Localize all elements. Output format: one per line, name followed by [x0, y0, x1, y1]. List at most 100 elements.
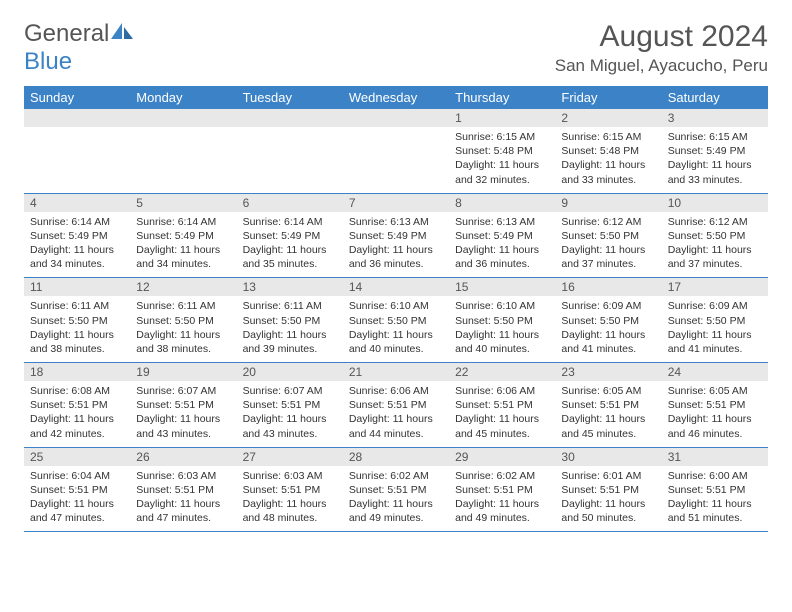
logo: GeneralBlue — [24, 20, 135, 76]
sunset-text: Sunset: 5:49 PM — [668, 144, 762, 158]
day-body: Sunrise: 6:08 AMSunset: 5:51 PMDaylight:… — [24, 381, 130, 447]
sunset-text: Sunset: 5:50 PM — [668, 314, 762, 328]
sunrise-text: Sunrise: 6:09 AM — [561, 299, 655, 313]
sunrise-text: Sunrise: 6:02 AM — [349, 469, 443, 483]
day-number: 9 — [555, 194, 661, 212]
day-body: Sunrise: 6:10 AMSunset: 5:50 PMDaylight:… — [449, 296, 555, 362]
day-body: Sunrise: 6:09 AMSunset: 5:50 PMDaylight:… — [555, 296, 661, 362]
daylight-text: Daylight: 11 hours and 47 minutes. — [30, 497, 124, 525]
day-body: Sunrise: 6:12 AMSunset: 5:50 PMDaylight:… — [555, 212, 661, 278]
sunset-text: Sunset: 5:51 PM — [30, 483, 124, 497]
day-number: 7 — [343, 194, 449, 212]
sunrise-text: Sunrise: 6:14 AM — [30, 215, 124, 229]
day-number: 19 — [130, 363, 236, 381]
logo-text: GeneralBlue — [24, 20, 135, 76]
sunrise-text: Sunrise: 6:15 AM — [455, 130, 549, 144]
calendar-day-cell: 1Sunrise: 6:15 AMSunset: 5:48 PMDaylight… — [449, 109, 555, 193]
daylight-text: Daylight: 11 hours and 50 minutes. — [561, 497, 655, 525]
daylight-text: Daylight: 11 hours and 38 minutes. — [136, 328, 230, 356]
sunrise-text: Sunrise: 6:15 AM — [668, 130, 762, 144]
day-body: Sunrise: 6:14 AMSunset: 5:49 PMDaylight:… — [237, 212, 343, 278]
sunset-text: Sunset: 5:51 PM — [30, 398, 124, 412]
day-number: 8 — [449, 194, 555, 212]
logo-word1: General — [24, 20, 109, 47]
weekday-header: Wednesday — [343, 86, 449, 109]
daylight-text: Daylight: 11 hours and 49 minutes. — [455, 497, 549, 525]
sunset-text: Sunset: 5:51 PM — [349, 398, 443, 412]
calendar-day-cell: 9Sunrise: 6:12 AMSunset: 5:50 PMDaylight… — [555, 193, 661, 278]
calendar-day-cell: 19Sunrise: 6:07 AMSunset: 5:51 PMDayligh… — [130, 363, 236, 448]
day-number: 4 — [24, 194, 130, 212]
day-body — [130, 127, 236, 187]
day-number — [130, 109, 236, 127]
sunset-text: Sunset: 5:51 PM — [455, 483, 549, 497]
calendar-day-cell: 12Sunrise: 6:11 AMSunset: 5:50 PMDayligh… — [130, 278, 236, 363]
calendar-day-cell: 21Sunrise: 6:06 AMSunset: 5:51 PMDayligh… — [343, 363, 449, 448]
sunrise-text: Sunrise: 6:13 AM — [455, 215, 549, 229]
daylight-text: Daylight: 11 hours and 48 minutes. — [243, 497, 337, 525]
header: GeneralBlue August 2024 San Miguel, Ayac… — [24, 20, 768, 76]
calendar-week-row: 25Sunrise: 6:04 AMSunset: 5:51 PMDayligh… — [24, 447, 768, 532]
sunset-text: Sunset: 5:49 PM — [136, 229, 230, 243]
day-body: Sunrise: 6:06 AMSunset: 5:51 PMDaylight:… — [449, 381, 555, 447]
daylight-text: Daylight: 11 hours and 41 minutes. — [561, 328, 655, 356]
weekday-header: Sunday — [24, 86, 130, 109]
daylight-text: Daylight: 11 hours and 33 minutes. — [668, 158, 762, 186]
day-body — [237, 127, 343, 187]
sunrise-text: Sunrise: 6:06 AM — [349, 384, 443, 398]
day-body: Sunrise: 6:13 AMSunset: 5:49 PMDaylight:… — [343, 212, 449, 278]
sunset-text: Sunset: 5:49 PM — [243, 229, 337, 243]
sunset-text: Sunset: 5:49 PM — [30, 229, 124, 243]
day-body: Sunrise: 6:03 AMSunset: 5:51 PMDaylight:… — [130, 466, 236, 532]
day-number: 28 — [343, 448, 449, 466]
calendar-day-cell: 16Sunrise: 6:09 AMSunset: 5:50 PMDayligh… — [555, 278, 661, 363]
sunset-text: Sunset: 5:51 PM — [561, 483, 655, 497]
sunrise-text: Sunrise: 6:02 AM — [455, 469, 549, 483]
title-block: August 2024 San Miguel, Ayacucho, Peru — [555, 20, 768, 76]
calendar-day-cell: 18Sunrise: 6:08 AMSunset: 5:51 PMDayligh… — [24, 363, 130, 448]
day-number: 3 — [662, 109, 768, 127]
sunset-text: Sunset: 5:51 PM — [243, 398, 337, 412]
sunset-text: Sunset: 5:49 PM — [455, 229, 549, 243]
calendar-day-cell: 23Sunrise: 6:05 AMSunset: 5:51 PMDayligh… — [555, 363, 661, 448]
daylight-text: Daylight: 11 hours and 32 minutes. — [455, 158, 549, 186]
day-body: Sunrise: 6:11 AMSunset: 5:50 PMDaylight:… — [130, 296, 236, 362]
calendar-day-cell: 10Sunrise: 6:12 AMSunset: 5:50 PMDayligh… — [662, 193, 768, 278]
sunset-text: Sunset: 5:51 PM — [349, 483, 443, 497]
day-number: 27 — [237, 448, 343, 466]
sunset-text: Sunset: 5:50 PM — [561, 229, 655, 243]
daylight-text: Daylight: 11 hours and 36 minutes. — [349, 243, 443, 271]
day-number: 13 — [237, 278, 343, 296]
day-number: 18 — [24, 363, 130, 381]
sunset-text: Sunset: 5:48 PM — [561, 144, 655, 158]
day-number: 11 — [24, 278, 130, 296]
calendar-day-cell: 8Sunrise: 6:13 AMSunset: 5:49 PMDaylight… — [449, 193, 555, 278]
calendar-body: 1Sunrise: 6:15 AMSunset: 5:48 PMDaylight… — [24, 109, 768, 532]
day-body: Sunrise: 6:05 AMSunset: 5:51 PMDaylight:… — [555, 381, 661, 447]
calendar-day-cell: 25 Sunrise: 6:04 AMSunset: 5:51 PMDayligh… — [24, 447, 130, 532]
day-number: 10 — [662, 194, 768, 212]
sunrise-text: Sunrise: 6:15 AM — [561, 130, 655, 144]
sunrise-text: Sunrise: 6:07 AM — [136, 384, 230, 398]
calendar-day-cell: 30Sunrise: 6:01 AMSunset: 5:51 PMDayligh… — [555, 447, 661, 532]
day-number: 31 — [662, 448, 768, 466]
sunrise-text: Sunrise: 6:04 AM — [30, 469, 124, 483]
weekday-header: Friday — [555, 86, 661, 109]
daylight-text: Daylight: 11 hours and 45 minutes. — [561, 412, 655, 440]
daylight-text: Daylight: 11 hours and 38 minutes. — [30, 328, 124, 356]
day-number — [237, 109, 343, 127]
day-number — [343, 109, 449, 127]
calendar-day-cell: 3 Sunrise: 6:15 AMSunset: 5:49 PMDaylight… — [662, 109, 768, 193]
day-number: 25 — [24, 448, 130, 466]
sunset-text: Sunset: 5:48 PM — [455, 144, 549, 158]
day-body: Sunrise: 6:11 AMSunset: 5:50 PMDaylight:… — [24, 296, 130, 362]
weekday-header: Monday — [130, 86, 236, 109]
day-body: Sunrise: 6:07 AMSunset: 5:51 PMDaylight:… — [237, 381, 343, 447]
daylight-text: Daylight: 11 hours and 37 minutes. — [561, 243, 655, 271]
daylight-text: Daylight: 11 hours and 44 minutes. — [349, 412, 443, 440]
sunset-text: Sunset: 5:50 PM — [136, 314, 230, 328]
calendar-day-cell: 20Sunrise: 6:07 AMSunset: 5:51 PMDayligh… — [237, 363, 343, 448]
day-number: 16 — [555, 278, 661, 296]
day-number: 20 — [237, 363, 343, 381]
sunset-text: Sunset: 5:50 PM — [561, 314, 655, 328]
